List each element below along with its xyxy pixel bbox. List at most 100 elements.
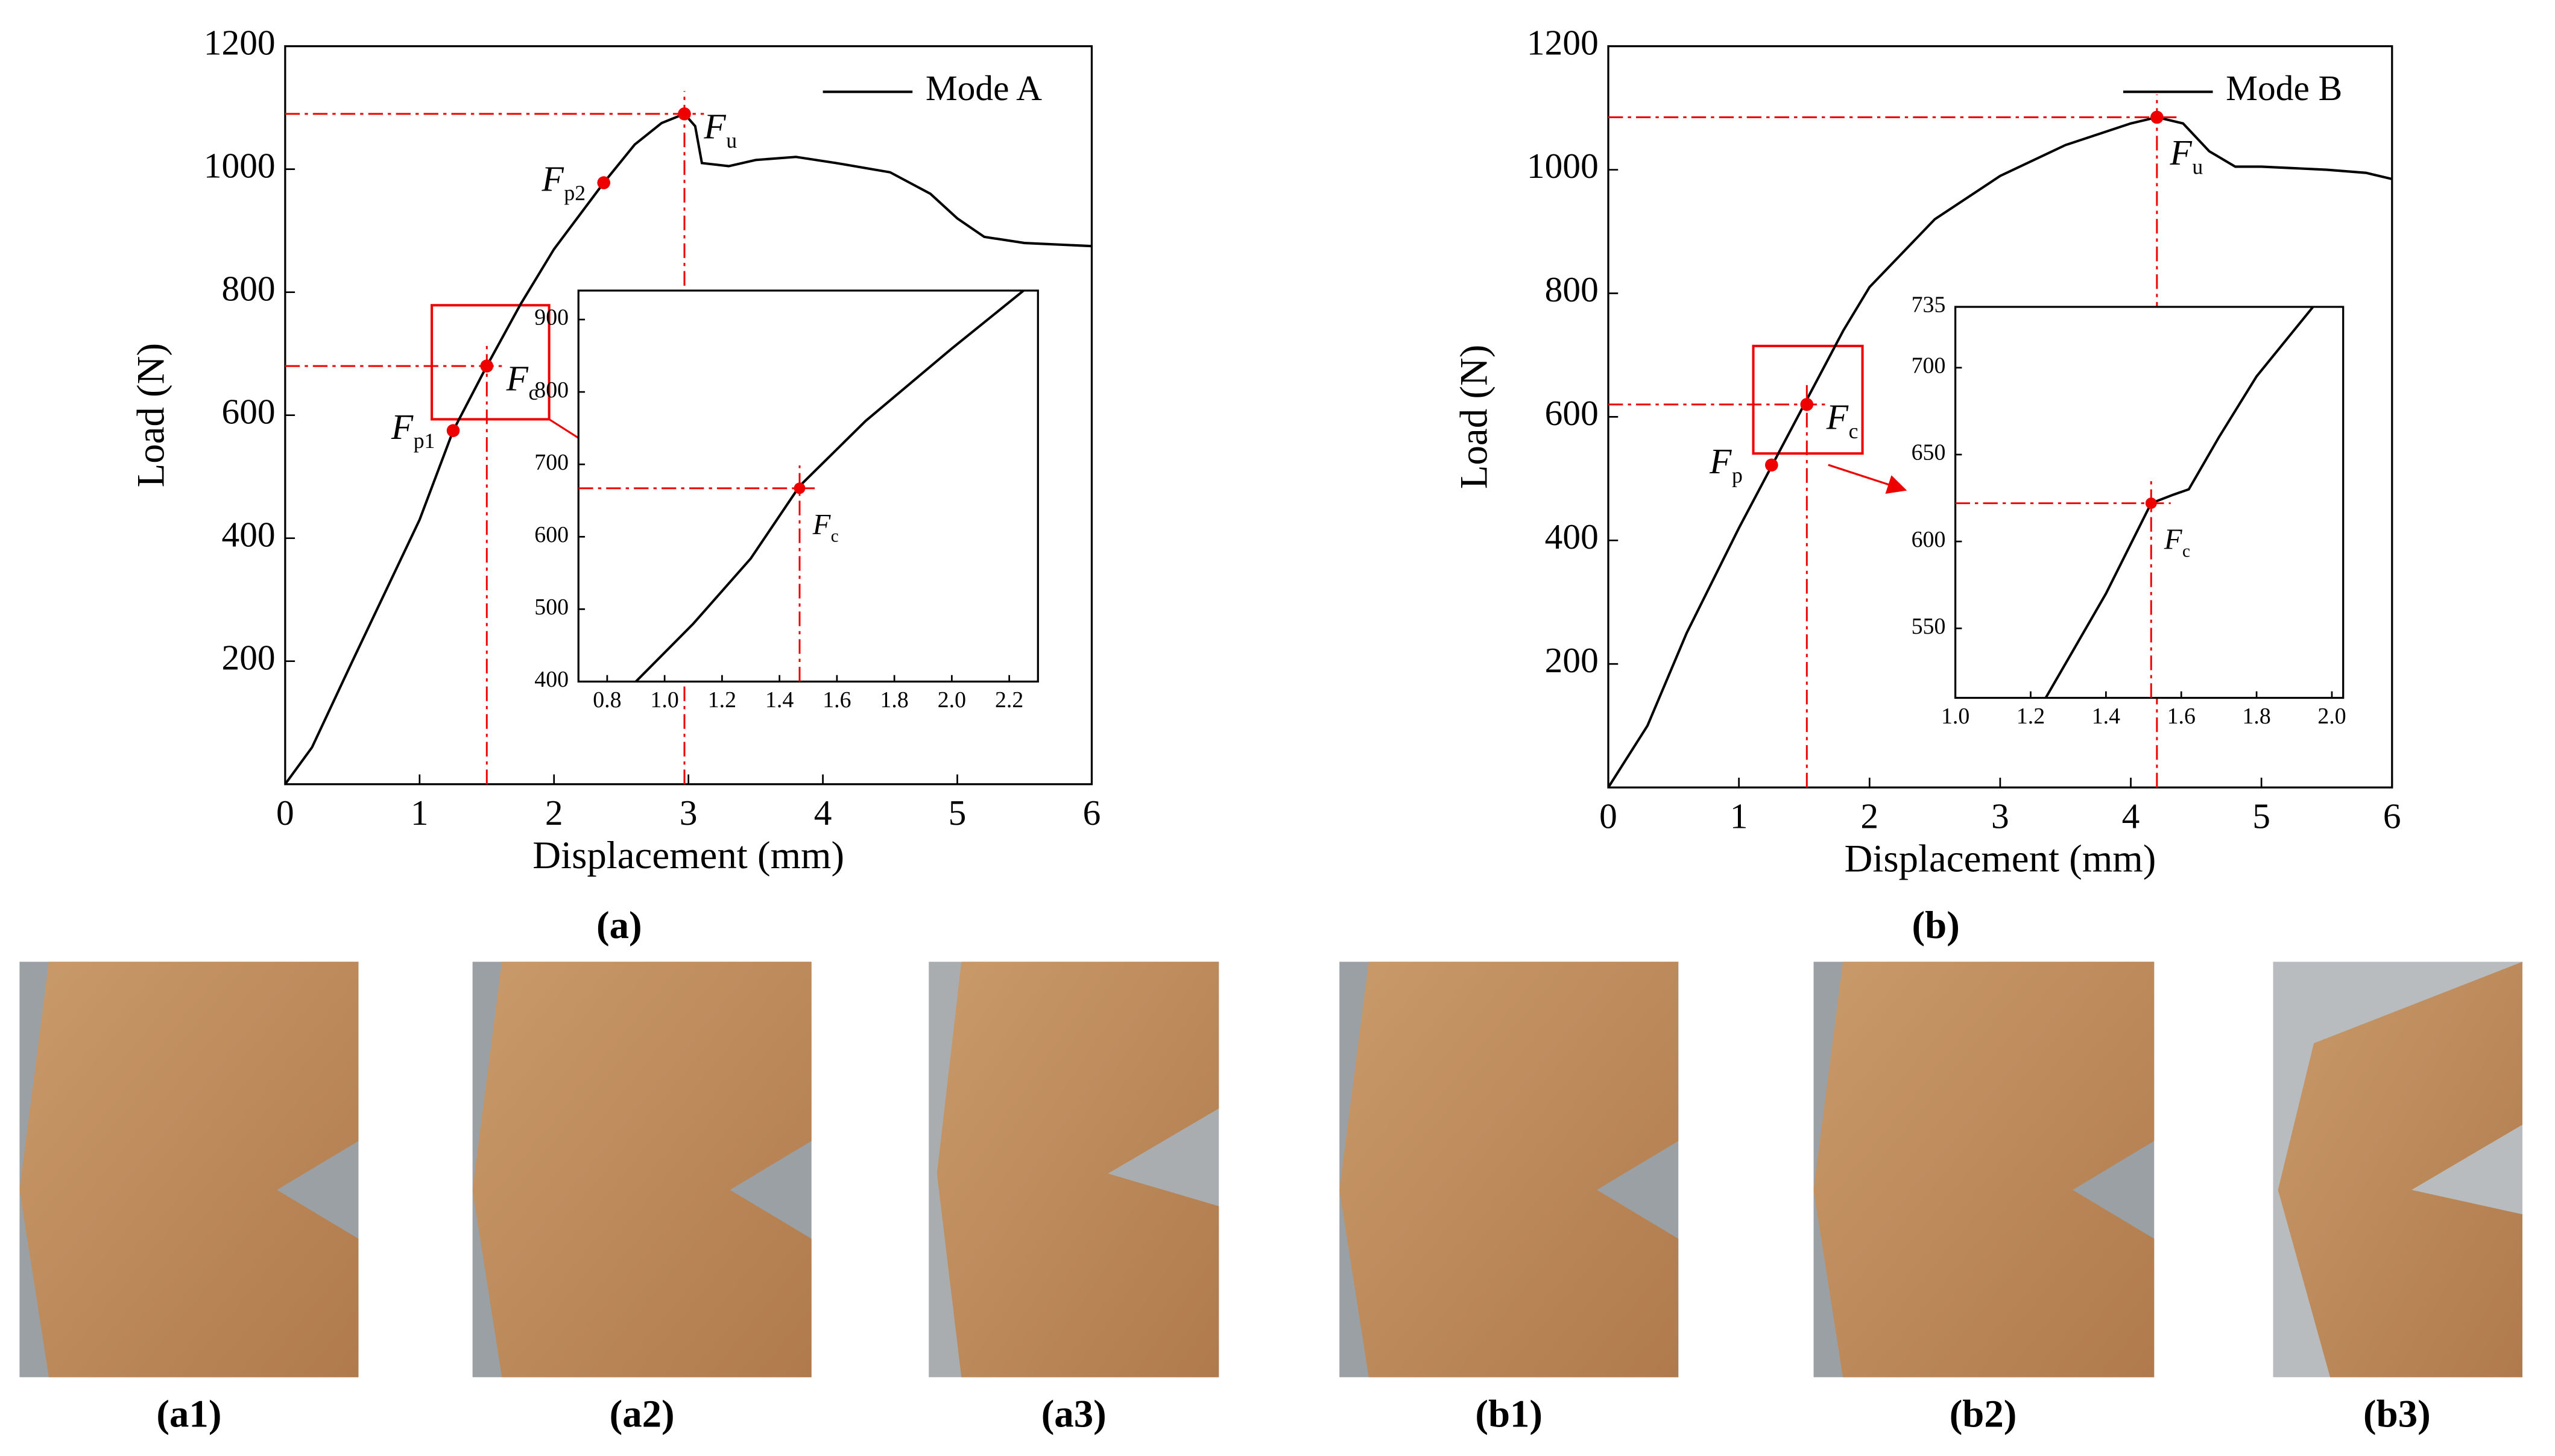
annotation-label: F	[542, 159, 564, 199]
panel-caption: (a)	[596, 904, 642, 947]
zoom-arrow	[1828, 464, 1907, 494]
x-tick-label: 0	[276, 793, 294, 833]
annotation-label: F	[2164, 523, 2183, 556]
x-tick-label: 1.8	[2242, 704, 2270, 729]
x-tick-label: 1.6	[2167, 704, 2196, 729]
x-tick-label: 6	[1083, 793, 1101, 833]
photo	[1339, 962, 1679, 1378]
panel-caption: (b)	[1912, 904, 1960, 947]
y-tick-label: 700	[534, 450, 569, 475]
y-tick-label: 600	[1912, 527, 1946, 552]
annotation-subscript: p	[1732, 463, 1743, 487]
photo	[1813, 962, 2155, 1378]
x-tick-label: 4	[2122, 796, 2140, 836]
x-tick-label: 4	[814, 793, 832, 833]
photo-caption: (b1)	[1475, 1393, 1543, 1436]
y-tick-label: 800	[1545, 269, 1599, 309]
zoom-box	[1752, 344, 1864, 455]
x-tick-label: 1.0	[650, 687, 678, 713]
y-tick-label: 200	[1545, 640, 1599, 680]
y-tick-label: 550	[1912, 614, 1946, 639]
photo-caption: (a1)	[156, 1393, 221, 1436]
x-tick-label: 1	[1730, 796, 1748, 836]
inset-frame	[577, 289, 1039, 683]
y-tick-label: 500	[534, 594, 569, 620]
x-tick-label: 2	[1860, 796, 1878, 836]
annotation-point	[480, 359, 494, 373]
photo	[2273, 962, 2522, 1378]
y-tick-label: 650	[1912, 440, 1946, 465]
series-line	[284, 112, 1092, 785]
x-tick-label: 1.4	[765, 687, 794, 713]
y-tick-label: 1200	[204, 22, 276, 62]
annotation-subscript: c	[1849, 419, 1859, 443]
x-tick-label: 1	[411, 793, 429, 833]
zoom-box	[431, 304, 551, 421]
y-tick-label: 400	[1545, 517, 1599, 556]
x-tick-label: 3	[680, 793, 698, 833]
annotation-subscript: u	[2192, 154, 2203, 178]
y-tick-label: 1000	[204, 145, 276, 185]
y-tick-label: 800	[534, 377, 569, 403]
y-tick-label: 400	[534, 667, 569, 692]
annotation-subscript: p1	[414, 429, 435, 453]
annotation-label: F	[506, 359, 529, 399]
y-tick-label: 735	[1912, 292, 1946, 318]
annotation-subscript: u	[726, 128, 737, 153]
x-tick-label: 0.8	[593, 687, 621, 713]
annotation-label: F	[1826, 397, 1849, 437]
y-tick-label: 400	[222, 514, 276, 554]
x-tick-label: 2	[545, 793, 563, 833]
x-tick-label: 1.6	[823, 687, 851, 713]
x-tick-label: 1.0	[1941, 704, 1969, 729]
annotation-point	[678, 107, 691, 121]
annotation-label: F	[703, 107, 726, 147]
x-tick-label: 5	[949, 793, 967, 833]
y-tick-label: 1000	[1527, 146, 1599, 186]
y-tick-label: 600	[222, 391, 276, 431]
x-tick-label: 1.2	[708, 687, 736, 713]
series-line	[1607, 116, 2393, 789]
annotation-label: F	[391, 407, 414, 447]
x-axis-label: Displacement (mm)	[1845, 837, 2156, 880]
annotation-point	[794, 482, 806, 494]
annotation-point	[446, 424, 460, 437]
x-tick-label: 5	[2252, 796, 2270, 836]
annotation-label: F	[812, 508, 832, 541]
x-tick-label: 6	[2383, 796, 2401, 836]
series-line	[2044, 306, 2314, 699]
annotation-label: F	[1709, 441, 1732, 481]
annotation-label: F	[2169, 133, 2192, 172]
photo-caption: (b3)	[2363, 1393, 2431, 1436]
x-tick-label: 0	[1599, 796, 1617, 836]
photo	[929, 962, 1219, 1378]
annotation-point	[597, 176, 611, 189]
x-axis-label: Displacement (mm)	[532, 834, 844, 877]
x-tick-label: 3	[1991, 796, 2009, 836]
annotation-point	[2150, 110, 2164, 124]
y-tick-label: 200	[222, 637, 276, 677]
y-tick-label: 700	[1912, 353, 1946, 379]
y-tick-label: 600	[534, 522, 569, 547]
x-tick-label: 2.0	[2317, 704, 2346, 729]
annotation-point	[1765, 458, 1778, 472]
x-tick-label: 1.8	[880, 687, 909, 713]
y-axis-label: Load (N)	[130, 343, 173, 487]
legend-label: Mode B	[2226, 68, 2342, 108]
x-tick-label: 1.2	[2017, 704, 2045, 729]
x-tick-label: 2.2	[995, 687, 1023, 713]
annotation-subscript: c	[831, 526, 839, 546]
photo-caption: (a3)	[1041, 1393, 1107, 1436]
photo-caption: (b2)	[1950, 1393, 2017, 1436]
y-tick-label: 900	[534, 305, 569, 330]
annotation-point	[2145, 497, 2157, 509]
photo-caption: (a2)	[610, 1393, 675, 1436]
x-tick-label: 1.4	[2092, 704, 2120, 729]
y-tick-label: 600	[1545, 393, 1599, 433]
annotation-point	[1800, 398, 1814, 411]
y-tick-label: 1200	[1527, 22, 1599, 62]
y-tick-label: 800	[222, 268, 276, 308]
annotation-subscript: p2	[564, 181, 586, 205]
